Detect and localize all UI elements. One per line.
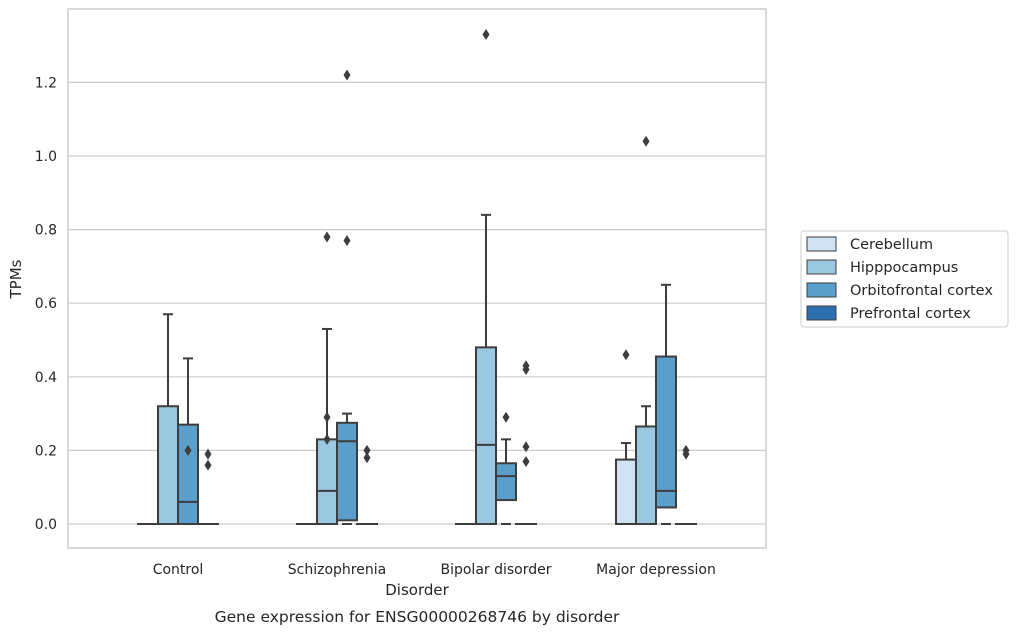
outlier-point	[323, 411, 331, 423]
box-iqr	[157, 405, 179, 525]
outlier-point	[622, 349, 630, 361]
legend-label: Hipppocampus	[850, 260, 958, 276]
plot-area	[137, 29, 697, 526]
legend-label: Orbitofrontal cortex	[850, 283, 993, 299]
box-3-3	[675, 444, 697, 526]
box-iqr	[475, 346, 497, 525]
y-axis-ticks: 0.0 0.2 0.4 0.6 0.8 1.0 1.2	[35, 75, 57, 533]
box-iqr	[495, 462, 517, 502]
y-tick-label: 0.6	[35, 296, 57, 312]
box-3-2	[515, 360, 537, 526]
outlier-point	[482, 29, 490, 41]
outlier-point	[502, 411, 510, 423]
x-tick-label: Bipolar disorder	[440, 562, 551, 578]
legend-label: Cerebellum	[850, 237, 933, 253]
legend-frame	[800, 230, 1009, 328]
y-tick-label: 0.2	[35, 443, 57, 459]
x-tick-label: Control	[153, 562, 204, 578]
box-0-3	[615, 349, 637, 526]
box-2-1	[336, 69, 358, 525]
box-2-3	[655, 283, 677, 525]
box-2-0	[177, 357, 199, 526]
outlier-point	[522, 441, 530, 453]
legend-swatch	[806, 305, 837, 321]
box-2-2	[495, 411, 517, 525]
outlier-point	[204, 448, 212, 460]
outlier-point	[343, 235, 351, 247]
outlier-point	[522, 455, 530, 467]
y-tick-label: 1.0	[35, 149, 57, 165]
outlier-point	[323, 433, 331, 445]
x-axis-ticks: Control Schizophrenia Bipolar disorder Majo…	[153, 562, 716, 578]
y-axis-label: TPMs	[7, 259, 25, 299]
outlier-point	[184, 444, 192, 456]
plot-frame	[67, 8, 767, 549]
x-tick-label: Schizophrenia	[288, 562, 386, 578]
box-iqr	[316, 438, 338, 525]
outlier-point	[363, 452, 371, 464]
outlier-point	[642, 135, 650, 147]
box-1-2	[475, 29, 497, 525]
outlier-point	[682, 448, 690, 460]
legend-swatch	[806, 259, 837, 275]
box-1-0	[157, 313, 179, 525]
y-tick-label: 1.2	[35, 75, 57, 91]
y-tick-label: 0.4	[35, 370, 57, 386]
box-1-3	[635, 135, 657, 526]
outlier-point	[204, 459, 212, 471]
legend-label: Prefrontal cortex	[850, 306, 971, 322]
box-1-1	[316, 231, 338, 525]
box-iqr	[177, 423, 199, 526]
legend: Cerebellum Hipppocampus Orbitofrontal cort…	[800, 230, 1009, 328]
box-iqr	[336, 421, 358, 522]
x-axis-label: Disorder	[385, 581, 449, 599]
outlier-point	[343, 69, 351, 81]
x-tick-label: Major depression	[596, 562, 716, 578]
chart-caption: Gene expression for ENSG00000268746 by d…	[215, 608, 620, 626]
legend-swatch	[806, 282, 837, 298]
outlier-point	[363, 444, 371, 456]
legend-swatch	[806, 236, 837, 252]
outlier-point	[522, 363, 530, 375]
outlier-point	[323, 231, 331, 243]
box-iqr	[635, 425, 657, 526]
box-iqr	[655, 355, 677, 509]
box-3-0	[197, 448, 219, 526]
box-iqr	[615, 458, 637, 526]
y-tick-label: 0.0	[35, 517, 57, 533]
y-tick-label: 0.8	[35, 223, 57, 239]
box-3-1	[356, 444, 378, 526]
